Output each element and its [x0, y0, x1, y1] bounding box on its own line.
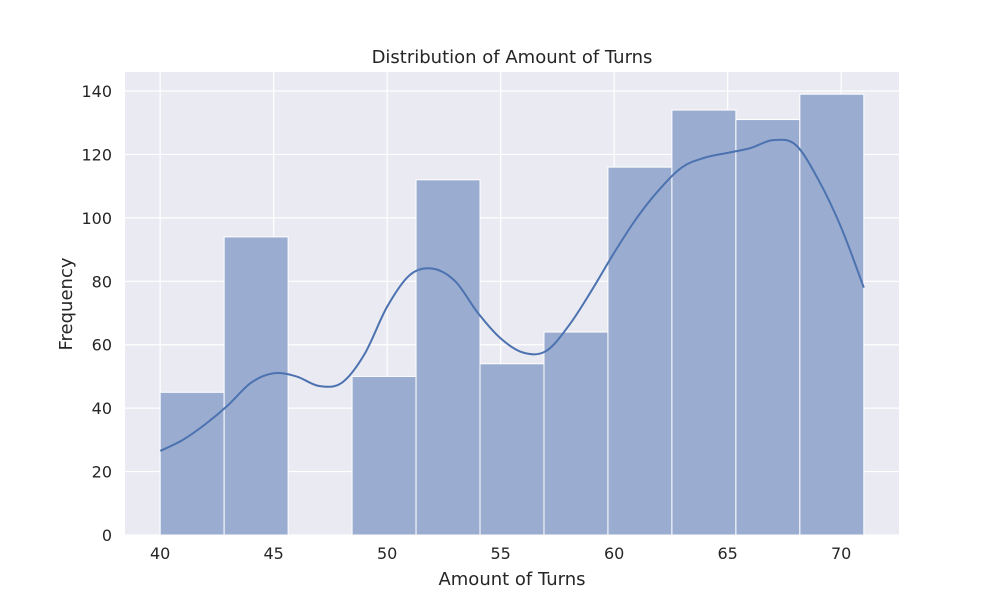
histogram-bar [223, 236, 289, 536]
histogram-bar [543, 331, 609, 536]
x-tick-label: 65 [717, 544, 737, 563]
histogram-bar [351, 375, 417, 536]
y-tick-label: 60 [92, 336, 112, 355]
y-axis-ticks: 0 20 40 60 80 100 120 140 [81, 82, 112, 545]
histogram-bar [479, 363, 545, 536]
histogram-bar [415, 179, 481, 536]
y-tick-label: 100 [81, 209, 112, 228]
x-tick-label: 60 [604, 544, 624, 563]
x-tick-label: 50 [377, 544, 397, 563]
histogram-bars [159, 93, 865, 536]
histogram-bar [799, 93, 865, 536]
y-tick-label: 140 [81, 82, 112, 101]
y-tick-label: 40 [92, 399, 112, 418]
x-tick-label: 40 [150, 544, 170, 563]
y-axis-label: Frequency [56, 257, 77, 350]
y-tick-label: 120 [81, 145, 112, 164]
x-tick-label: 55 [490, 544, 510, 563]
x-tick-label: 45 [263, 544, 283, 563]
x-tick-label: 70 [831, 544, 851, 563]
histogram-bar [735, 119, 801, 536]
histogram-bar [607, 166, 673, 536]
histogram-bar [671, 109, 737, 536]
y-tick-label: 80 [92, 272, 112, 291]
x-axis-ticks: 40 45 50 55 60 65 70 [150, 544, 851, 563]
kde-curve-layer [159, 138, 865, 452]
histogram-bar [159, 391, 225, 536]
chart-title: Distribution of Amount of Turns [372, 47, 653, 68]
y-tick-label: 0 [102, 526, 112, 545]
kde-curve [159, 138, 865, 452]
y-tick-label: 20 [92, 463, 112, 482]
x-axis-label: Amount of Turns [438, 569, 585, 590]
